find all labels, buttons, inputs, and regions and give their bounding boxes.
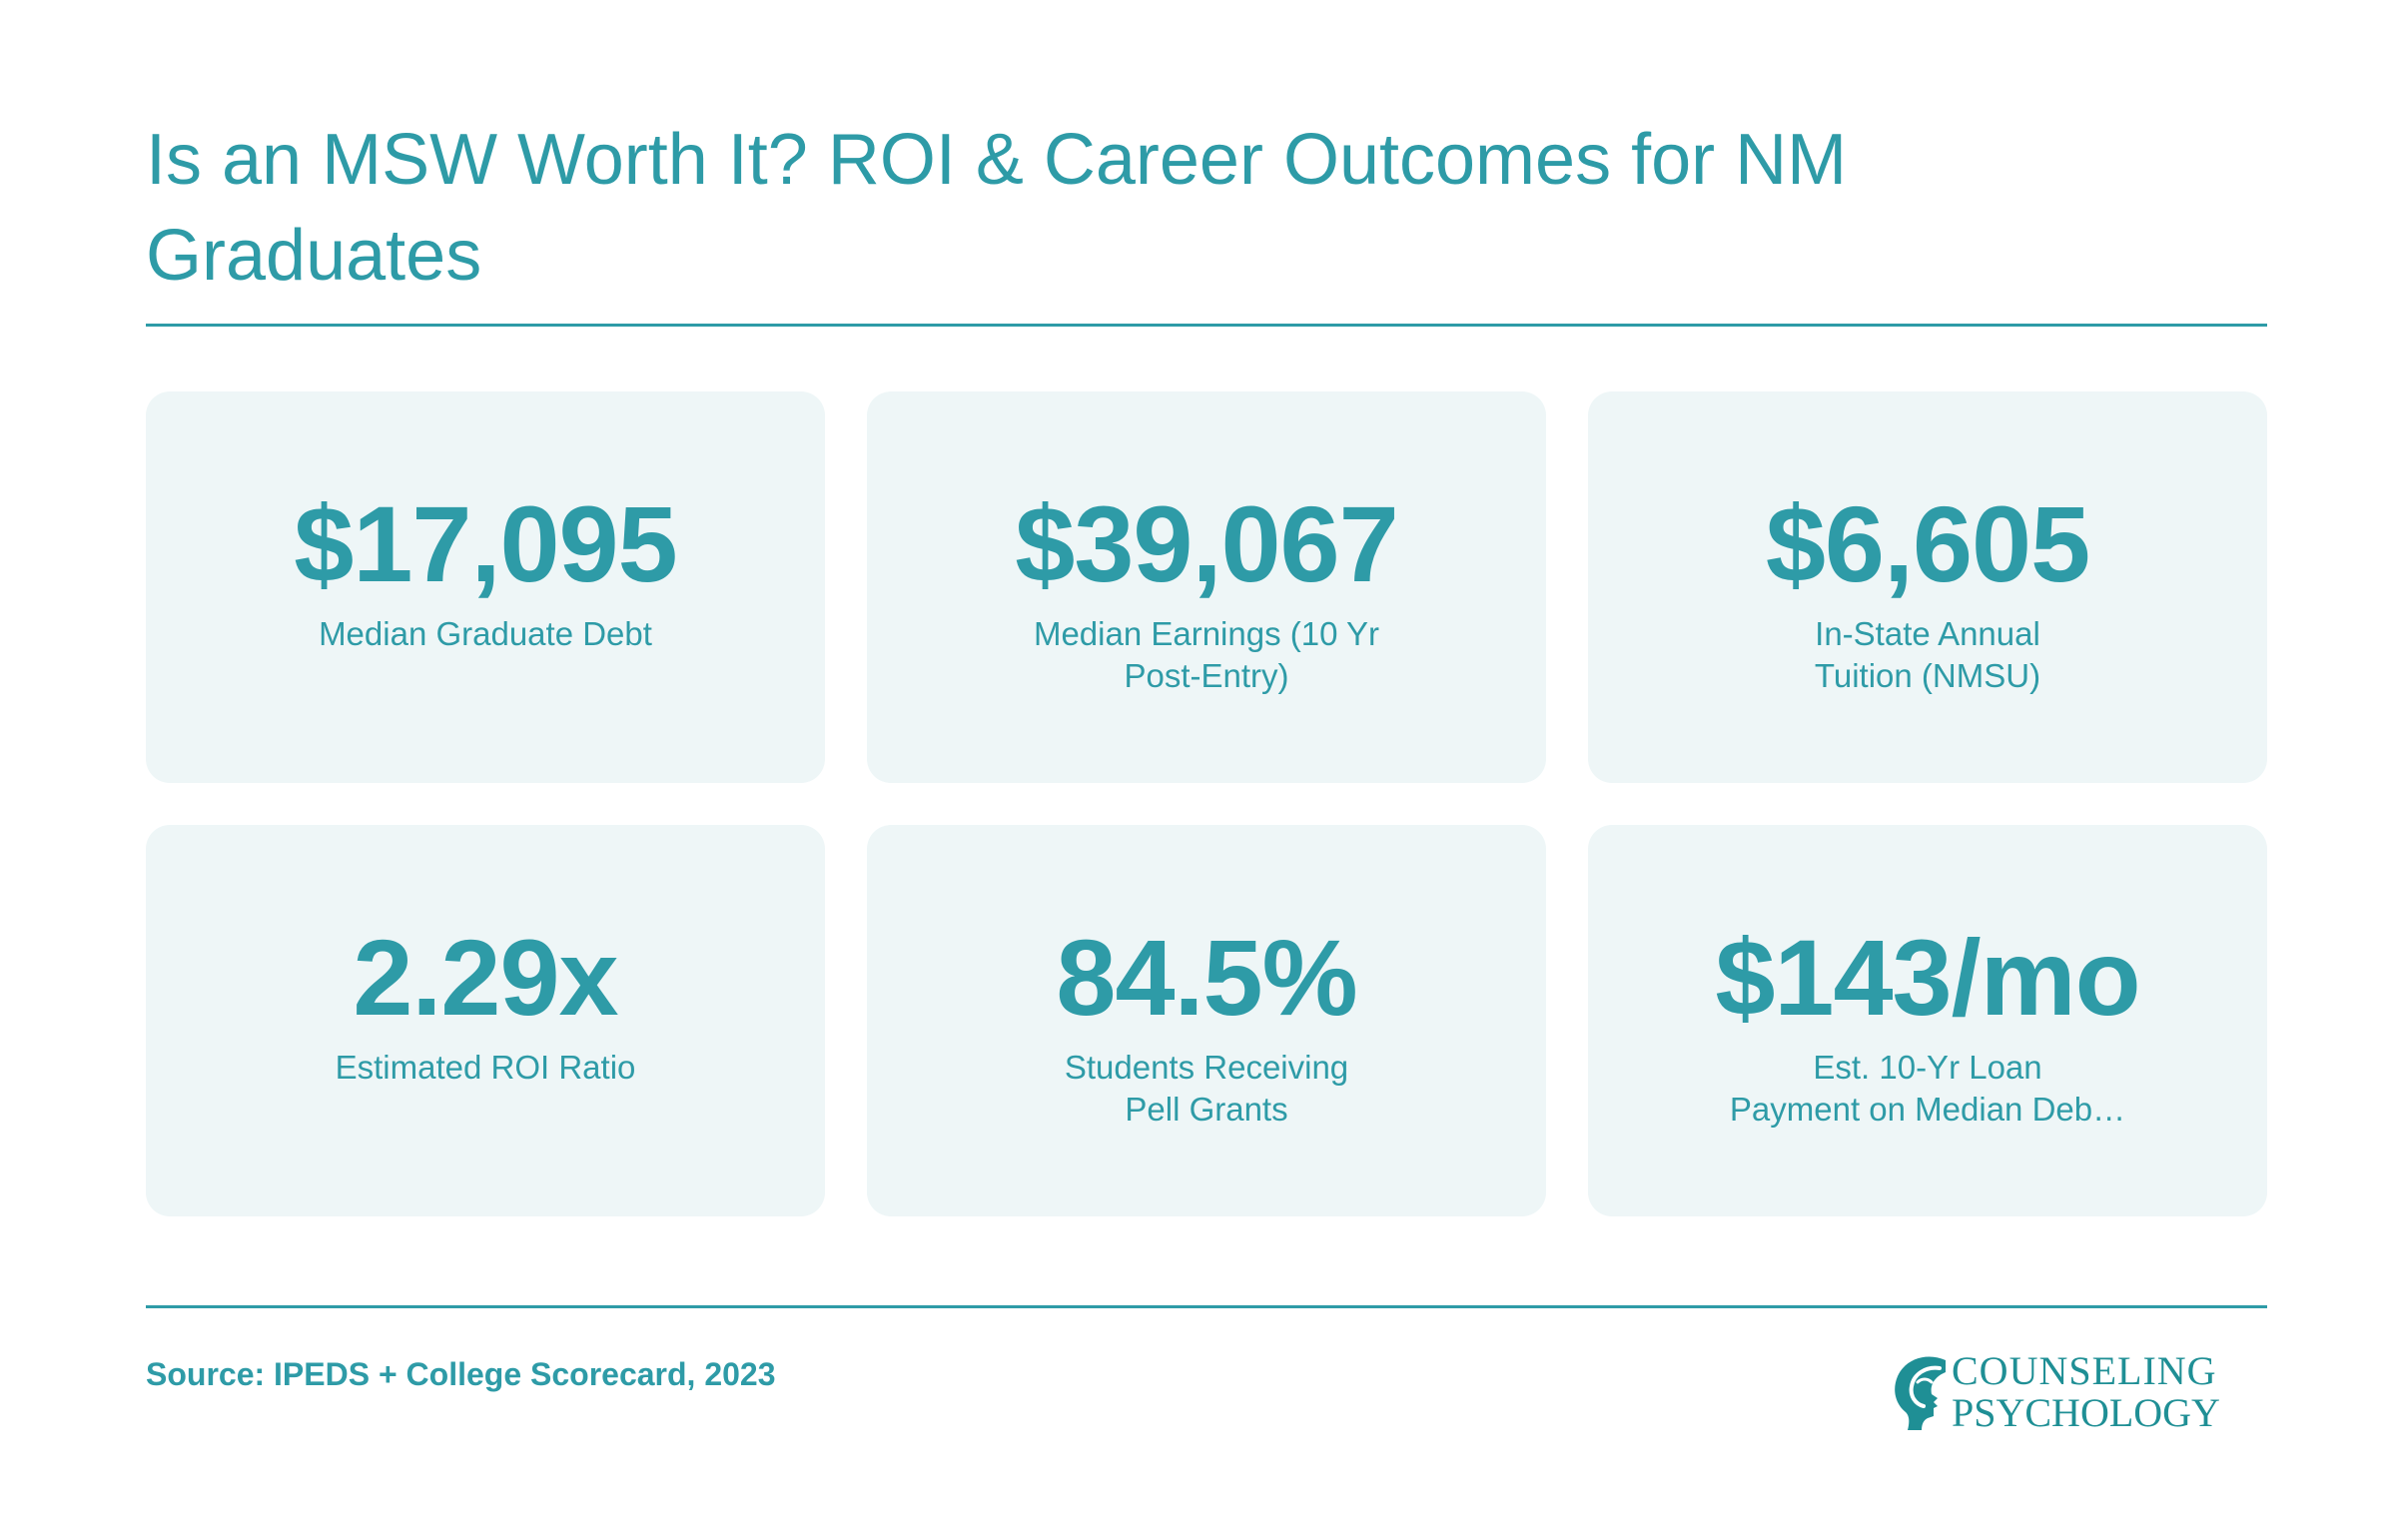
stat-label: Est. 10-Yr Loan Payment on Median Deb… <box>1588 1047 2267 1131</box>
stat-label-line: Est. 10-Yr Loan <box>1813 1049 2042 1086</box>
stat-label-line: Students Receiving <box>1064 1049 1349 1086</box>
stat-card-pell-grants: 84.5% Students Receiving Pell Grants <box>867 825 1546 1216</box>
stat-value: 84.5% <box>1056 917 1357 1038</box>
source-note: Source: IPEDS + College Scorecard, 2023 <box>146 1356 776 1392</box>
stat-cards-grid: $17,095 Median Graduate Debt $39,067 Med… <box>146 391 2267 1216</box>
stat-label-line: Pell Grants <box>1125 1091 1288 1128</box>
stat-label-line: Post-Entry) <box>1124 657 1289 694</box>
footer-divider <box>146 1305 2267 1308</box>
stat-value: $17,095 <box>294 483 677 604</box>
stat-label-line: Median Graduate Debt <box>319 615 652 652</box>
brand-logo: COUNSELING PSYCHOLOGY <box>1888 1348 2247 1438</box>
logo-wordmark-line1: COUNSELING <box>1952 1348 2217 1393</box>
page-title: Is an MSW Worth It? ROI & Career Outcome… <box>146 120 1848 296</box>
stat-label-line: In-State Annual <box>1815 615 2040 652</box>
title-divider <box>146 324 2267 327</box>
stat-card-tuition: $6,605 In-State Annual Tuition (NMSU) <box>1588 391 2267 783</box>
stat-value: $6,605 <box>1765 483 2090 604</box>
stat-label: Median Graduate Debt <box>146 613 825 655</box>
stat-value: $143/mo <box>1715 917 2140 1038</box>
stat-card-median-debt: $17,095 Median Graduate Debt <box>146 391 825 783</box>
stat-label-line: Payment on Median Deb… <box>1729 1091 2126 1128</box>
stat-value: $39,067 <box>1015 483 1398 604</box>
stat-label: Estimated ROI Ratio <box>146 1047 825 1089</box>
stat-label-line: Estimated ROI Ratio <box>335 1049 636 1086</box>
stat-value: 2.29x <box>353 917 618 1038</box>
stat-label-line: Tuition (NMSU) <box>1814 657 2041 694</box>
logo-wordmark-line2: PSYCHOLOGY <box>1952 1390 2220 1435</box>
stat-card-median-earnings: $39,067 Median Earnings (10 Yr Post-Entr… <box>867 391 1546 783</box>
stat-card-loan-payment: $143/mo Est. 10-Yr Loan Payment on Media… <box>1588 825 2267 1216</box>
stat-label: Students Receiving Pell Grants <box>867 1047 1546 1131</box>
stat-label: In-State Annual Tuition (NMSU) <box>1588 613 2267 697</box>
stat-label-line: Median Earnings (10 Yr <box>1033 615 1380 652</box>
head-profile-icon <box>1895 1356 1946 1430</box>
stat-card-roi-ratio: 2.29x Estimated ROI Ratio <box>146 825 825 1216</box>
stat-label: Median Earnings (10 Yr Post-Entry) <box>867 613 1546 697</box>
